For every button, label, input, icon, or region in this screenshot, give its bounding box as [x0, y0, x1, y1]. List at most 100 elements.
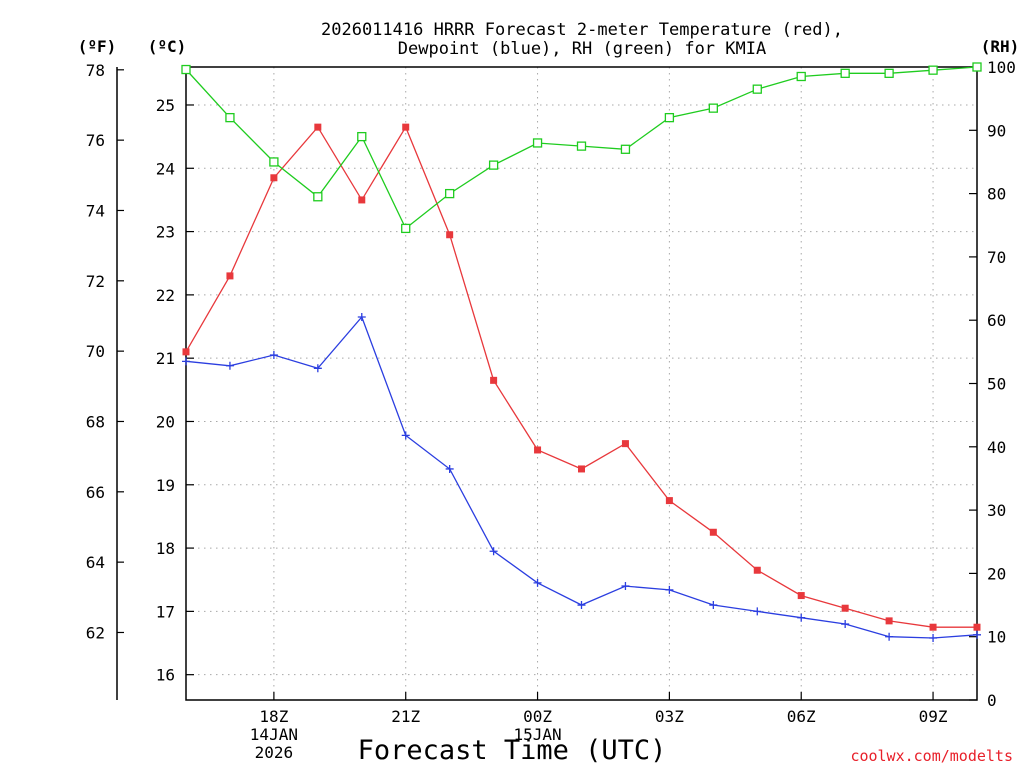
dewpoint-data-point	[885, 632, 894, 641]
rh-data-point	[313, 192, 323, 202]
rh-tick-label: 60	[987, 311, 1006, 330]
rh-data-point	[884, 68, 894, 78]
rh-data-point	[269, 157, 279, 167]
temperature-data-point	[709, 528, 717, 536]
temperature-data-point	[270, 174, 278, 182]
credit-link[interactable]: coolwx.com/modelts	[850, 747, 1013, 765]
temperature-data-point	[402, 123, 410, 131]
dewpoint-data-point	[445, 464, 454, 473]
fahrenheit-tick-label: 78	[86, 61, 105, 80]
fahrenheit-tick-label: 64	[86, 553, 105, 572]
fahrenheit-tick-label: 62	[86, 623, 105, 642]
chart-title-line: Dewpoint (blue), RH (green) for KMIA	[398, 39, 766, 59]
rh-data-point	[225, 112, 235, 123]
dewpoint-data-point	[753, 607, 762, 616]
rh-data-point	[620, 144, 631, 154]
fahrenheit-tick-label: 66	[86, 483, 105, 502]
temperature-data-point	[358, 196, 366, 204]
dewpoint-data-point	[841, 620, 850, 629]
x-tick-label: 00Z	[523, 707, 552, 726]
rh-tick-label: 40	[987, 438, 1006, 457]
temperature-data-point	[973, 623, 981, 631]
dewpoint-data-point	[225, 361, 234, 370]
x-tick-label: 15JAN	[513, 725, 561, 744]
rh-data-point	[972, 62, 982, 72]
celsius-tick-label: 18	[156, 539, 175, 558]
x-tick-label: 21Z	[391, 707, 420, 726]
temperature-data-point	[753, 566, 761, 574]
rh-tick-label: 80	[987, 185, 1006, 204]
temperature-data-point	[490, 376, 498, 384]
temperature-data-point	[226, 272, 234, 280]
dewpoint-series-line	[185, 315, 978, 639]
x-tick-label: 06Z	[787, 707, 816, 726]
fahrenheit-tick-label: 72	[86, 272, 105, 291]
rh-tick-label: 30	[987, 501, 1006, 520]
fahrenheit-tick-label: 76	[86, 131, 105, 150]
dewpoint-data-point	[269, 351, 278, 360]
dewpoint-data-point	[489, 547, 498, 556]
dewpoint-data-point	[533, 578, 542, 587]
chart-title: 2026011416 HRRR Forecast 2-meter Tempera…	[321, 20, 843, 59]
rh-tick-label: 10	[987, 628, 1006, 647]
celsius-tick-label: 22	[156, 286, 175, 305]
celsius-tick-label: 24	[156, 159, 175, 178]
celsius-tick-label: 25	[156, 96, 175, 115]
dewpoint-data-point	[357, 313, 366, 322]
temperature-data-point	[929, 623, 937, 631]
dewpoint-data-point	[401, 431, 410, 440]
fahrenheit-tick-label: 74	[86, 201, 105, 220]
chart-title-line: 2026011416 HRRR Forecast 2-meter Tempera…	[321, 20, 843, 40]
dewpoint-data-point	[182, 357, 190, 366]
rh-data-point	[664, 112, 675, 123]
fahrenheit-tick-label: 68	[86, 412, 105, 431]
rh-data-point	[752, 84, 762, 94]
rh-data-point	[445, 188, 455, 199]
rh-data-point	[532, 138, 543, 148]
rh-tick-label: 0	[987, 691, 997, 710]
dewpoint-data-point	[709, 601, 718, 610]
temperature-data-point	[621, 440, 629, 448]
x-tick-label: 09Z	[919, 707, 948, 726]
x-tick-label: 03Z	[655, 707, 684, 726]
rh-tick-label: 100	[987, 58, 1016, 77]
fahrenheit-axis-label: (ºF)	[78, 37, 117, 56]
rh-tick-label: 70	[987, 248, 1006, 267]
temperature-data-point	[841, 604, 849, 612]
x-tick-label: 18Z	[259, 707, 288, 726]
celsius-axis-label: (ºC)	[148, 37, 187, 56]
rh-data-point	[488, 160, 499, 170]
rh-data-point	[357, 131, 367, 142]
dewpoint-data-point	[929, 633, 938, 642]
dewpoint-data-point	[621, 582, 630, 591]
celsius-tick-label: 19	[156, 476, 175, 495]
series-layer	[181, 62, 982, 642]
dewpoint-data-point	[973, 630, 981, 639]
temperature-data-point	[578, 465, 585, 473]
temperature-data-point	[182, 348, 190, 356]
rh-data-point	[840, 68, 850, 78]
rh-data-point	[576, 141, 587, 151]
rh-axis-label: (RH)	[981, 37, 1020, 56]
axes: (ºF) 62 64 66 68 70 72 74 76 78 (ºC) 16 17 18 19 20 21 22…	[78, 37, 1020, 762]
fahrenheit-tick-label: 70	[86, 342, 105, 361]
celsius-tick-label: 16	[156, 666, 175, 685]
dewpoint-data-point	[577, 601, 586, 610]
temperature-data-point	[797, 592, 805, 600]
temperature-data-point	[885, 617, 893, 625]
dewpoint-data-point	[797, 613, 806, 622]
temperature-data-point	[665, 497, 673, 505]
rh-data-point	[796, 71, 806, 82]
x-axis-title: Forecast Time (UTC)	[358, 735, 667, 766]
x-tick-label: 14JAN	[250, 725, 298, 744]
rh-data-point	[708, 103, 718, 113]
rh-tick-label: 50	[987, 375, 1006, 394]
rh-tick-label: 20	[987, 564, 1006, 583]
rh-data-point	[181, 64, 191, 75]
temperature-data-point	[314, 123, 322, 131]
x-tick-label: 2026	[255, 743, 294, 762]
celsius-tick-label: 20	[156, 412, 175, 431]
rh-data-point	[928, 65, 938, 75]
temperature-series-line	[185, 125, 977, 628]
